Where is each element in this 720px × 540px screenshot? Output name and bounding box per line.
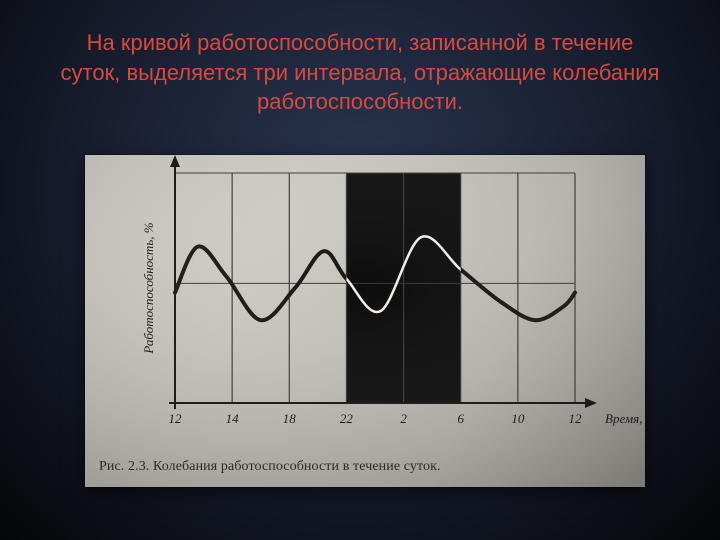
y-axis-label: Работоспособность, % (141, 222, 156, 354)
x-axis-arrow (585, 398, 597, 408)
x-tick-label: 22 (340, 411, 354, 426)
x-tick-label: 2 (400, 411, 407, 426)
x-tick-label: 14 (226, 411, 240, 426)
slide-heading: На кривой работоспособности, записанной … (60, 28, 660, 117)
slide-background: На кривой работоспособности, записанной … (0, 0, 720, 540)
x-tick-label: 12 (569, 411, 583, 426)
figure-photo: 12141822261012Время,Работоспособность, %… (85, 155, 645, 487)
x-tick-label: 6 (457, 411, 464, 426)
x-axis-label: Время, (605, 411, 642, 426)
chart-svg: 12141822261012Время,Работоспособность, % (85, 155, 645, 487)
x-tick-label: 12 (169, 411, 183, 426)
x-tick-label: 18 (283, 411, 297, 426)
y-axis-arrow (170, 155, 180, 167)
x-tick-label: 10 (511, 411, 525, 426)
figure-caption: Рис. 2.3. Колебания работоспособности в … (99, 459, 441, 475)
